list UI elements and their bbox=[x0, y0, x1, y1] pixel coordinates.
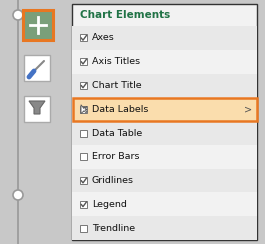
Circle shape bbox=[13, 190, 23, 200]
FancyBboxPatch shape bbox=[24, 96, 50, 122]
Bar bbox=[80, 177, 87, 184]
Bar bbox=[80, 153, 87, 160]
FancyBboxPatch shape bbox=[72, 4, 257, 240]
Text: Axis Titles: Axis Titles bbox=[92, 57, 140, 66]
Bar bbox=[72, 50, 257, 73]
Text: Data Labels: Data Labels bbox=[92, 105, 148, 114]
Bar bbox=[72, 121, 257, 145]
Text: Chart Elements: Chart Elements bbox=[80, 10, 170, 20]
Text: Axes: Axes bbox=[92, 33, 115, 42]
Bar bbox=[80, 225, 87, 232]
Bar bbox=[80, 106, 87, 113]
Polygon shape bbox=[81, 105, 87, 114]
Text: Trendline: Trendline bbox=[92, 224, 135, 233]
Bar bbox=[80, 58, 87, 65]
Text: >: > bbox=[244, 104, 252, 114]
Bar bbox=[73, 98, 257, 121]
Bar bbox=[72, 193, 257, 216]
Bar bbox=[80, 34, 87, 41]
Text: Legend: Legend bbox=[92, 200, 127, 209]
Bar bbox=[72, 145, 257, 169]
Bar bbox=[72, 216, 257, 240]
Text: Gridlines: Gridlines bbox=[92, 176, 134, 185]
FancyBboxPatch shape bbox=[23, 10, 53, 40]
Polygon shape bbox=[29, 101, 45, 114]
Text: Chart Title: Chart Title bbox=[92, 81, 142, 90]
Bar bbox=[72, 73, 257, 97]
Circle shape bbox=[13, 10, 23, 20]
Bar bbox=[72, 169, 257, 193]
Text: Data Table: Data Table bbox=[92, 129, 142, 138]
Bar bbox=[72, 26, 257, 50]
Bar bbox=[80, 130, 87, 136]
FancyBboxPatch shape bbox=[24, 55, 50, 81]
Text: Error Bars: Error Bars bbox=[92, 152, 139, 161]
Bar bbox=[80, 82, 87, 89]
Bar bbox=[72, 97, 257, 121]
Bar bbox=[80, 201, 87, 208]
